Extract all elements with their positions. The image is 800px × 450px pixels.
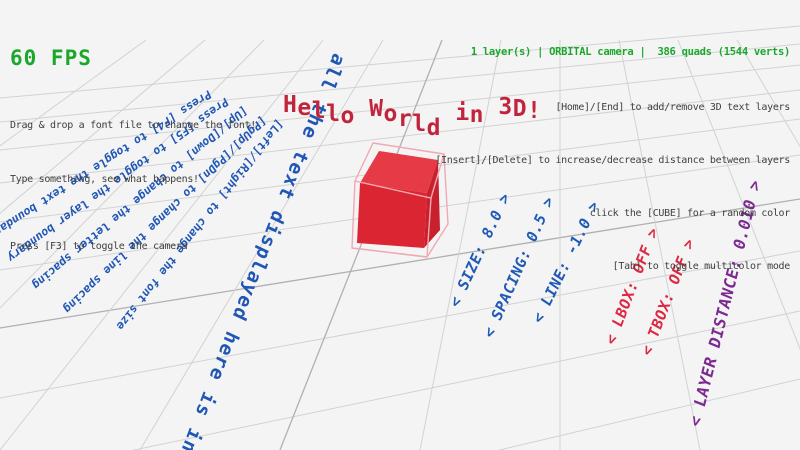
hello-char: r <box>397 106 413 132</box>
hello-char: 3 <box>498 94 513 120</box>
cube-front-face[interactable] <box>357 183 427 248</box>
hint-cube-random-color: click the [CUBE] for a random color <box>589 208 791 219</box>
hello-char: i <box>455 100 470 126</box>
hello-world-3d-text: Hello World in 3D! <box>283 88 541 141</box>
hint-type-something: Type something, see what happens! <box>10 174 199 185</box>
hello-char: ! <box>527 98 542 124</box>
grid-lines-depth <box>0 39 800 450</box>
hello-char: o <box>340 103 355 129</box>
hello-char: d <box>426 115 441 141</box>
hello-char: W <box>369 96 384 122</box>
hello-char <box>355 88 369 114</box>
hint-multicolor-mode: [Tab] to toggle multicolor mode <box>612 261 791 272</box>
hello-char: l <box>311 98 327 124</box>
hello-char: H <box>283 92 298 118</box>
hello-char: o <box>383 101 398 127</box>
hint-toggle-camera: Press [F3] to toggle the camera <box>10 241 188 252</box>
hud-top-right: 1 layer(s) | ORBITAL camera | 386 quads … <box>435 8 790 312</box>
hint-drag-drop-font: Drag & drop a font file to change the fo… <box>10 120 256 131</box>
fps-counter: 60 FPS <box>10 46 92 70</box>
cube-top-face[interactable] <box>360 151 438 193</box>
hint-layer-distance-keys: [Insert]/[Delete] to increase/decrease d… <box>435 155 790 166</box>
cube-bounding-box <box>351 142 449 258</box>
hello-char: D <box>512 96 528 122</box>
hello-char: l <box>326 101 341 127</box>
hud-top-left: 60 FPS Drag & drop a font file to change… <box>10 8 256 293</box>
status-bar: 1 layer(s) | ORBITAL camera | 386 quads … <box>470 46 790 58</box>
hint-add-remove-layers: [Home]/[End] to add/remove 3D text layer… <box>555 102 790 113</box>
hello-char: n <box>469 102 485 128</box>
cube[interactable] <box>340 135 470 270</box>
hello-char: l <box>412 111 427 137</box>
hello-char: e <box>297 95 312 121</box>
